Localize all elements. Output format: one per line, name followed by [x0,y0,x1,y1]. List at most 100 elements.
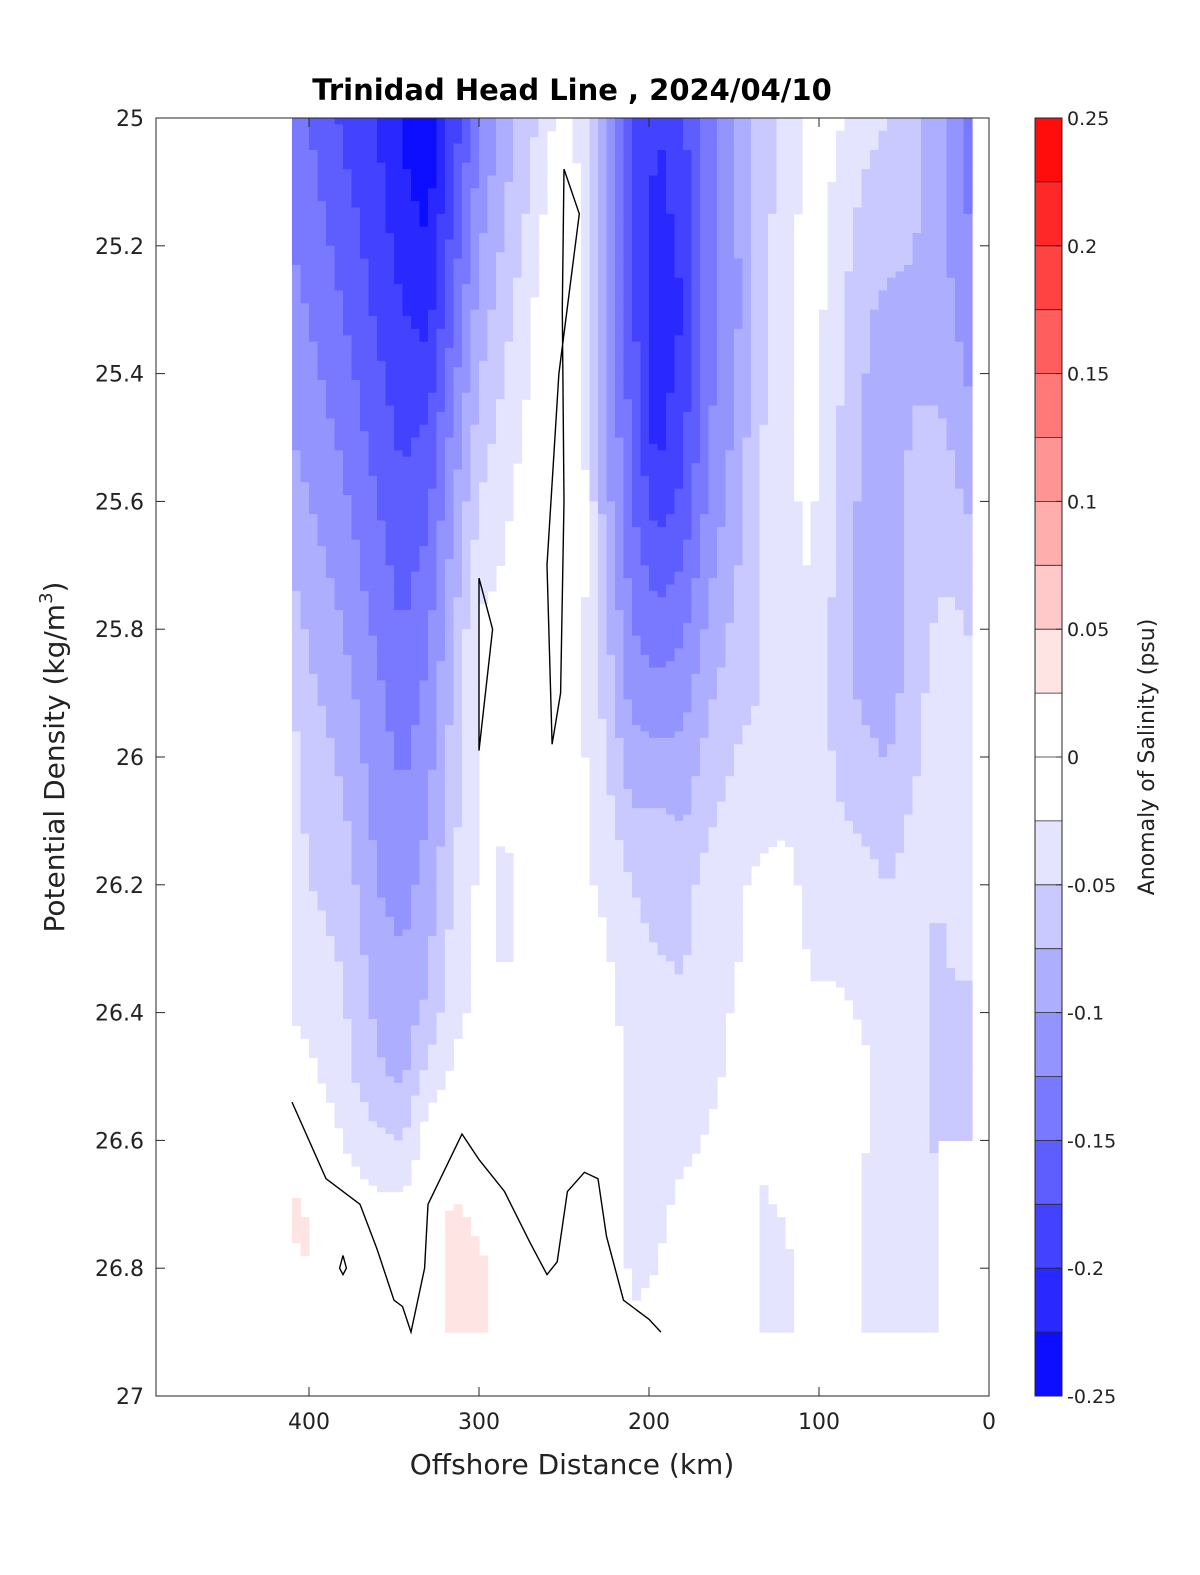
heatmap-cell [343,980,353,988]
heatmap-cell [377,328,387,336]
heatmap-cell [309,1006,319,1014]
heatmap-cell [462,405,472,413]
heatmap-cell [479,456,489,464]
heatmap-cell [436,335,446,343]
heatmap-cell [351,865,361,873]
heatmap-cell [326,271,336,279]
heatmap-cell [343,175,353,183]
heatmap-cell [419,852,429,860]
heatmap-cell [496,872,506,880]
heatmap-cell [300,239,310,247]
heatmap-cell [360,367,370,375]
heatmap-cell [504,239,514,247]
heatmap-cell [445,878,455,886]
heatmap-cell [598,616,608,624]
heatmap-cell [317,386,327,394]
heatmap-cell [615,744,625,752]
heatmap-cell [632,1089,642,1097]
heatmap-cell [377,948,387,956]
heatmap-cell [470,386,480,394]
heatmap-cell [351,149,361,157]
heatmap-cell [351,680,361,688]
heatmap-cell [581,124,591,132]
heatmap-cell [632,897,642,905]
heatmap-cell [428,264,438,272]
heatmap-cell [360,757,370,764]
heatmap-cell [394,616,404,624]
heatmap-cell [632,507,642,515]
heatmap-cell [368,156,378,164]
heatmap-cell [368,552,378,560]
heatmap-cell [351,840,361,848]
heatmap-cell [411,788,421,796]
heatmap-cell [402,1050,412,1058]
heatmap-cell [402,149,412,157]
heatmap-cell [317,635,327,643]
heatmap-cell [360,929,370,937]
heatmap-cell [445,673,455,681]
heatmap-cell [632,143,642,151]
heatmap-cell [419,948,429,956]
heatmap-cell [462,718,472,726]
heatmap-cell [292,705,302,713]
heatmap-cell [479,495,489,502]
heatmap-cell [377,565,387,573]
heatmap-cell [598,814,608,822]
heatmap-cell [394,130,404,138]
heatmap-cell [343,827,353,835]
heatmap-cell [470,846,480,854]
heatmap-cell [343,782,353,790]
heatmap-cell [623,386,633,394]
heatmap-cell [351,878,361,886]
heatmap-cell [326,897,336,905]
heatmap-cell [581,213,591,221]
heatmap-cell [436,277,446,285]
heatmap-cell [394,437,404,445]
heatmap-cell [428,405,438,413]
heatmap-cell [394,411,404,419]
heatmap-cell [343,840,353,848]
heatmap-cell [377,271,387,279]
heatmap-cell [623,226,633,234]
heatmap-cell [411,437,421,445]
heatmap-cell [385,661,395,669]
heatmap-cell [496,258,506,266]
heatmap-cell [309,194,319,202]
heatmap-cell [385,1159,395,1167]
heatmap-cell [623,1031,633,1039]
heatmap-cell [360,1153,370,1161]
heatmap-cell [292,162,302,170]
heatmap-cell [377,897,387,905]
heatmap-cell [343,673,353,681]
heatmap-cell [530,277,540,285]
heatmap-cell [317,226,327,234]
heatmap-cell [606,693,616,701]
heatmap-cell [632,482,642,490]
heatmap-cell [419,616,429,624]
heatmap-cell [445,175,455,183]
heatmap-cell [317,846,327,854]
heatmap-cell [453,1312,463,1320]
heatmap-cell [351,367,361,375]
heatmap-cell [334,961,344,969]
heatmap-cell [317,546,327,554]
heatmap-cell [606,757,616,764]
heatmap-cell [343,725,353,733]
heatmap-cell [385,437,395,445]
heatmap-cell [292,143,302,151]
heatmap-cell [317,220,327,228]
heatmap-cell [623,1255,633,1263]
heatmap-cell [445,590,455,598]
heatmap-cell [598,213,608,221]
heatmap-cell [623,999,633,1007]
heatmap-cell [428,827,438,835]
heatmap-cell [615,865,625,873]
heatmap-cell [598,833,608,841]
heatmap-cell [343,137,353,145]
heatmap-cell [615,590,625,598]
heatmap-cell [326,495,336,502]
heatmap-cell [538,207,548,215]
heatmap-cell [470,712,480,720]
heatmap-cell [453,993,463,1001]
heatmap-cell [462,955,472,963]
